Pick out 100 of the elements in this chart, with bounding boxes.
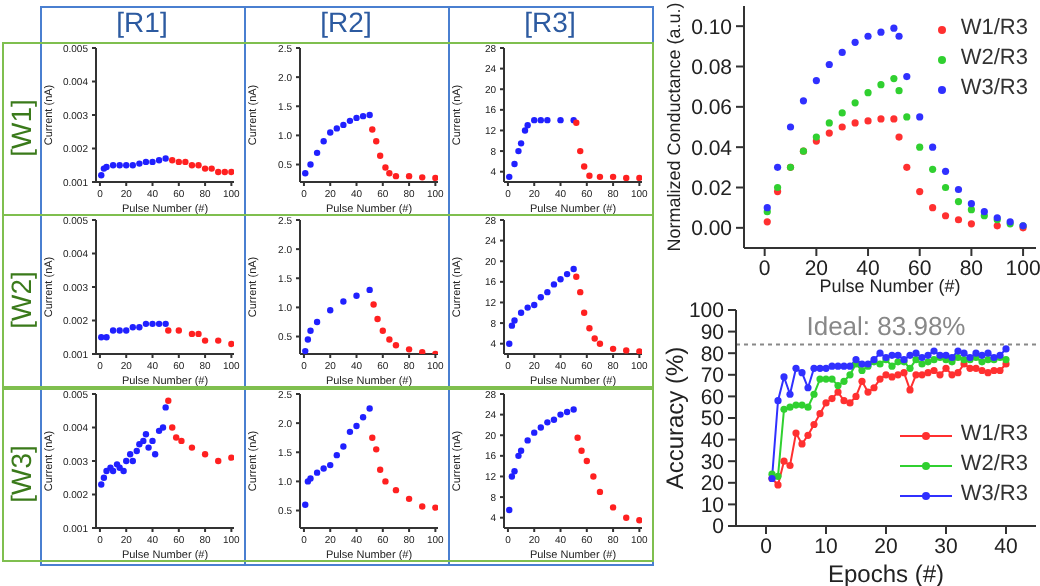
point bbox=[313, 318, 321, 326]
y-tick-label: 10 bbox=[700, 493, 725, 518]
point bbox=[1002, 345, 1010, 353]
point bbox=[320, 465, 327, 472]
point bbox=[369, 434, 376, 441]
point bbox=[851, 119, 859, 127]
y-tick-label: 0.02 bbox=[691, 176, 733, 201]
point bbox=[924, 369, 932, 377]
point bbox=[877, 81, 885, 89]
point bbox=[405, 172, 413, 180]
point bbox=[373, 446, 380, 453]
point bbox=[379, 327, 386, 334]
point bbox=[208, 165, 215, 172]
point bbox=[941, 183, 950, 192]
point bbox=[816, 410, 824, 418]
point bbox=[517, 447, 525, 454]
point bbox=[960, 349, 968, 357]
point bbox=[524, 122, 531, 129]
point bbox=[188, 162, 196, 169]
point bbox=[580, 163, 588, 170]
point bbox=[825, 119, 833, 127]
point bbox=[590, 473, 597, 480]
point bbox=[864, 89, 872, 97]
point bbox=[165, 327, 172, 334]
point bbox=[366, 111, 373, 119]
point bbox=[228, 454, 234, 461]
point bbox=[870, 384, 878, 392]
point bbox=[159, 424, 167, 431]
point bbox=[550, 281, 558, 288]
point bbox=[98, 334, 105, 341]
point bbox=[129, 162, 136, 169]
point bbox=[877, 28, 885, 36]
point bbox=[858, 366, 866, 375]
point bbox=[912, 349, 920, 357]
point bbox=[636, 174, 642, 182]
point bbox=[116, 162, 123, 169]
point bbox=[948, 371, 956, 379]
point bbox=[954, 185, 963, 194]
point bbox=[175, 327, 182, 334]
point bbox=[890, 75, 898, 83]
point bbox=[142, 431, 150, 438]
point bbox=[799, 97, 808, 105]
point bbox=[511, 317, 518, 324]
point bbox=[517, 140, 525, 147]
point bbox=[517, 309, 525, 316]
point bbox=[340, 298, 347, 305]
point bbox=[521, 127, 529, 134]
point bbox=[162, 320, 169, 328]
point bbox=[149, 437, 156, 445]
point bbox=[906, 351, 914, 359]
point bbox=[877, 115, 885, 123]
legend-label: W3/R3 bbox=[960, 74, 1028, 104]
point bbox=[967, 220, 975, 228]
point bbox=[929, 204, 937, 212]
point bbox=[623, 347, 630, 354]
point bbox=[586, 172, 593, 180]
point bbox=[382, 164, 389, 171]
point bbox=[327, 129, 334, 136]
point bbox=[103, 334, 110, 341]
point bbox=[786, 123, 795, 131]
point bbox=[930, 347, 938, 355]
point bbox=[506, 506, 513, 514]
point bbox=[828, 362, 836, 370]
point bbox=[828, 375, 836, 383]
point bbox=[382, 478, 389, 485]
point bbox=[327, 307, 334, 314]
point bbox=[578, 447, 585, 454]
point bbox=[780, 457, 788, 465]
point bbox=[918, 371, 926, 379]
point bbox=[109, 327, 117, 334]
point bbox=[916, 113, 924, 121]
point bbox=[816, 375, 824, 383]
text: [W1] bbox=[4, 99, 36, 157]
x-tick-label: 80 bbox=[959, 256, 984, 281]
point bbox=[876, 375, 884, 383]
point bbox=[780, 405, 788, 413]
point bbox=[822, 399, 830, 407]
point bbox=[201, 337, 209, 344]
point bbox=[228, 340, 234, 348]
point bbox=[882, 371, 890, 379]
point bbox=[906, 386, 914, 394]
point bbox=[228, 168, 234, 176]
point bbox=[307, 161, 314, 168]
point bbox=[580, 309, 588, 316]
point bbox=[557, 411, 564, 418]
point bbox=[155, 157, 163, 164]
point bbox=[544, 288, 551, 296]
point bbox=[366, 405, 373, 412]
point bbox=[145, 444, 152, 451]
point bbox=[596, 173, 604, 181]
x-tick-label: 20 bbox=[804, 256, 829, 281]
point bbox=[359, 414, 367, 421]
point bbox=[100, 474, 108, 481]
point bbox=[804, 403, 812, 411]
point bbox=[149, 158, 156, 166]
point bbox=[864, 388, 872, 396]
point bbox=[215, 457, 222, 465]
point bbox=[895, 32, 903, 40]
point bbox=[340, 121, 347, 129]
point bbox=[515, 452, 522, 460]
